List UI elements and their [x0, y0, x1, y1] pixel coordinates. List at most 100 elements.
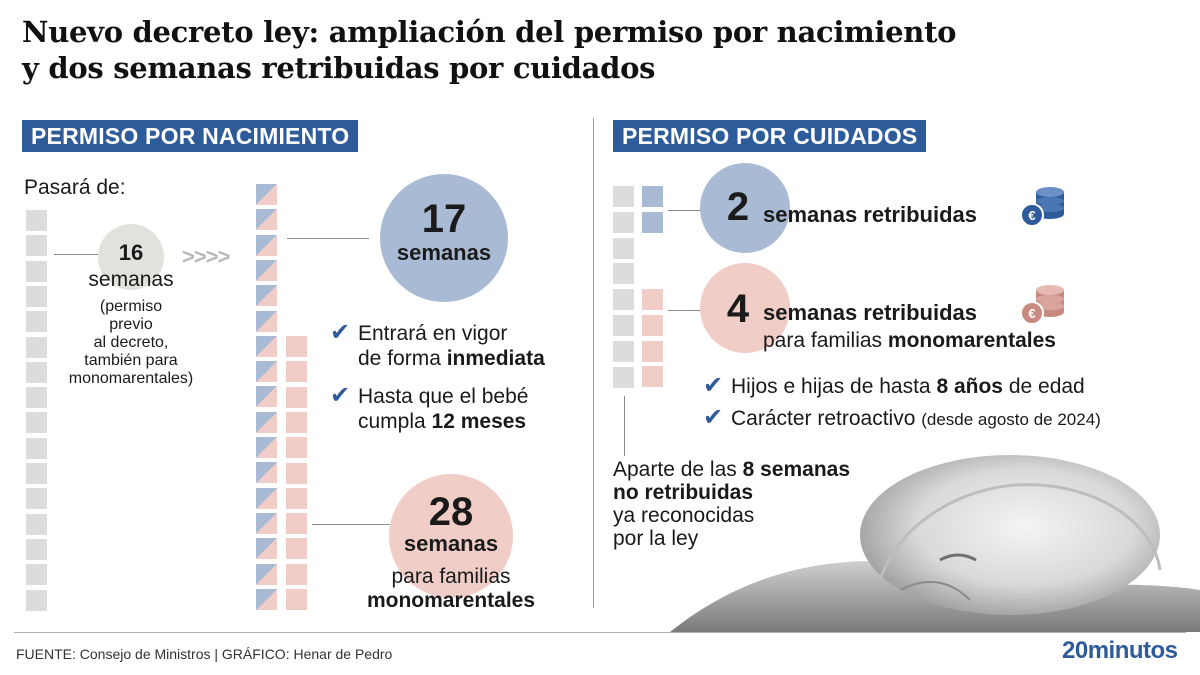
aside-bold: 8 semanas [742, 458, 851, 481]
week-square [26, 589, 47, 611]
check-icon: ✔ [330, 319, 351, 346]
check-line: de edad [1002, 375, 1085, 398]
mono-circle [389, 474, 513, 598]
connector-line [668, 210, 702, 211]
week-square [26, 235, 47, 257]
week-square [613, 289, 634, 311]
euro-coins-blue-icon: € [1020, 187, 1064, 227]
week-square [26, 210, 47, 231]
week-square [256, 487, 277, 509]
check-item: ✔ Hasta que el bebé cumpla 12 meses [330, 383, 528, 434]
week-square [26, 488, 47, 510]
paid-mono-line2: para familias monomarentales [763, 328, 1056, 353]
paid-mono-line2-bold: monomarentales [887, 329, 1056, 352]
week-square [286, 361, 307, 383]
week-square [256, 285, 277, 307]
week-square [256, 588, 277, 610]
check-bold: 8 años [936, 375, 1003, 398]
aside-line: Aparte de las [613, 458, 743, 481]
brand-logo[interactable]: 20minutos [1062, 637, 1178, 664]
week-square [256, 462, 277, 484]
week-square [256, 437, 277, 458]
mono-line1: para familias [391, 565, 511, 588]
mono-line2: monomarentales [366, 589, 536, 612]
week-square [642, 186, 663, 207]
paid-number: 2 [726, 185, 750, 229]
check-icon: ✔ [703, 372, 724, 399]
week-square [286, 487, 307, 509]
footer-source: FUENTE: Consejo de Ministros | GRÁFICO: … [16, 646, 393, 662]
week-square [26, 463, 47, 484]
check-icon: ✔ [330, 382, 351, 409]
week-square [613, 263, 634, 285]
title-line-2: y dos semanas retribuidas por cuidados [22, 51, 656, 85]
week-square [642, 366, 663, 388]
before-circle [98, 224, 164, 290]
week-square [256, 538, 277, 560]
check-line: Carácter retroactivo [731, 407, 922, 430]
check-line: Hijos e hijas de hasta [731, 375, 937, 398]
week-square [256, 361, 277, 383]
aside-note: Aparte de las 8 semanas no retribuidas y… [613, 458, 883, 550]
section-divider [593, 118, 594, 608]
check-item: ✔ Hijos e hijas de hasta 8 años de edad [703, 373, 1085, 399]
title-line-1: Nuevo decreto ley: ampliación del permis… [22, 15, 957, 49]
week-square [26, 361, 47, 383]
week-square [256, 386, 277, 408]
week-square [286, 336, 307, 357]
connector-line [54, 254, 100, 255]
check-small: (desde agosto de 2024) [921, 410, 1101, 429]
paid-mono-number: 4 [726, 287, 750, 331]
week-square [26, 387, 47, 409]
week-square [26, 437, 47, 459]
week-square [286, 411, 307, 433]
week-square [26, 285, 47, 307]
connector-line [312, 524, 390, 525]
check-line: Hasta que el bebé [358, 385, 529, 408]
before-note-3: al decreto, [93, 334, 169, 351]
before-note-4: también para [84, 352, 178, 369]
intro-text: Pasará de: [24, 176, 126, 199]
week-square [26, 538, 47, 560]
after-unit: semanas [396, 240, 492, 265]
check-bold: 12 meses [431, 410, 527, 433]
check-line: Entrará en vigor [358, 322, 508, 345]
week-square [26, 311, 47, 333]
week-square [256, 234, 277, 256]
week-square [286, 589, 307, 610]
week-square [256, 259, 277, 281]
before-number: 16 [118, 240, 144, 265]
footer-rule [14, 632, 1186, 633]
section-heading-cuidados: PERMISO POR CUIDADOS [613, 120, 927, 152]
week-square [26, 564, 47, 586]
before-note-2: previo [109, 316, 153, 333]
paid-mono-label: semanas retribuidas [763, 300, 977, 325]
week-square [286, 437, 307, 459]
week-square [286, 513, 307, 535]
week-square [613, 211, 634, 233]
before-note-1: (permiso [99, 298, 163, 315]
check-line: cumpla [358, 410, 432, 433]
week-square [642, 289, 663, 310]
week-square [642, 211, 663, 233]
after-circle [380, 174, 508, 302]
week-square [256, 563, 277, 585]
before-note: (permiso previo al decreto, también para… [50, 298, 212, 388]
paid-mono-circle [700, 263, 790, 353]
svg-text:€: € [1028, 306, 1035, 321]
week-square [286, 386, 307, 408]
week-square [613, 237, 634, 259]
connector-line [668, 310, 702, 311]
week-square [26, 336, 47, 358]
week-square [256, 411, 277, 433]
week-square [613, 366, 634, 388]
week-square [256, 335, 277, 357]
week-square [256, 512, 277, 534]
before-unit: semanas [88, 268, 174, 291]
arrows-icon: >>>> [182, 244, 230, 269]
week-square [286, 538, 307, 560]
week-square [642, 340, 663, 362]
week-square [613, 315, 634, 336]
week-square [256, 310, 277, 332]
check-bold: inmediata [446, 347, 545, 370]
